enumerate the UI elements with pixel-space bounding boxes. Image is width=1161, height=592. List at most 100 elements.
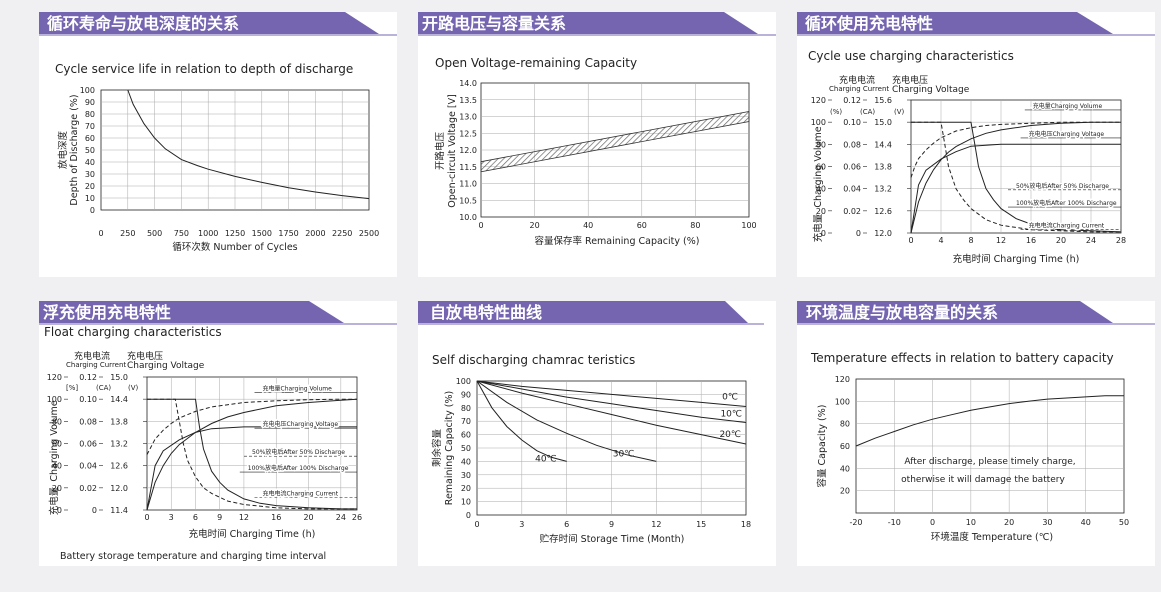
x-tick-label: 15: [696, 520, 706, 529]
panel-self-discharge: 自放电特性曲线 Self discharging chamrac teristi…: [418, 301, 776, 566]
y-tick-ca: 0.02: [843, 207, 861, 216]
unit-ca: (CA): [96, 384, 111, 392]
y-tick-ca: 0.06: [843, 163, 861, 172]
x-tick-label: 20: [303, 513, 313, 522]
y-tick-label: 100: [835, 397, 850, 406]
series-label-2: 充电电压Charging Voltage: [1029, 130, 1105, 138]
series-label-0: 充电量Charging Volume: [263, 384, 333, 392]
y-tick-label: 10.0: [459, 213, 477, 222]
y-tick-label: 0: [466, 511, 471, 520]
chart-cycle-charging: 循环使用充电特性 Cycle use charging characterist…: [797, 12, 1155, 265]
y-axis-label-cn: 放电深度: [57, 131, 69, 170]
note-line-2: otherwise it will damage the battery: [901, 475, 1065, 485]
x-tick-label: 10: [966, 518, 976, 527]
x-tick-label: 2500: [359, 229, 379, 238]
x-tick-label: -10: [888, 518, 901, 527]
header-current-en: Charging Current: [66, 361, 126, 369]
series-line-4: [476, 380, 567, 462]
y-tick-label: 80: [85, 110, 95, 119]
y-tick-label: 40: [461, 457, 471, 466]
series-line-2: [476, 380, 747, 445]
y-tick-pct: 100: [811, 118, 826, 127]
x-tick-label: 0: [144, 513, 149, 522]
x-axis-label: 循环次数 Number of Cycles: [172, 241, 297, 253]
series-line-3: [476, 380, 657, 462]
chart-self-discharge: 自放电特性曲线 Self discharging chamrac teristi…: [418, 301, 764, 545]
unit-pct: (%): [830, 108, 842, 116]
y-tick-label: 14.0: [459, 79, 477, 88]
y-tick-label: 60: [85, 134, 95, 143]
panel-cycle-life: 循环寿命与放电深度的关系 Cycle service life in relat…: [39, 12, 397, 277]
y-tick-pct: 120: [47, 373, 62, 382]
y-axis-label-cn: 充电量: [48, 486, 60, 515]
x-tick-label: 0: [908, 236, 913, 245]
panel-subtitle: Cycle service life in relation to depth …: [55, 62, 353, 76]
chart-float-charging: 浮充使用充电特性 Float charging characteristics …: [39, 301, 397, 562]
y-axis-label-cn: 剩余容量: [431, 429, 443, 468]
y-axis-label-cn: 充电量: [812, 213, 824, 242]
header-voltage-en: Charging Voltage: [892, 85, 970, 95]
y-tick-v: 14.4: [110, 395, 128, 404]
panel-float-charging: 浮充使用充电特性 Float charging characteristics …: [39, 301, 397, 566]
series-label-1: 50%放电后After 50% Discharge: [252, 448, 345, 456]
y-tick-label: 50: [461, 444, 471, 453]
series-label-4: 充电电流Charging Current: [1029, 222, 1105, 230]
y-tick-label: 13.0: [459, 113, 477, 122]
series-line-1: [146, 398, 357, 455]
panel-title: 循环使用充电特性: [805, 14, 933, 33]
panel-title: 环境温度与放电容量的关系: [806, 303, 998, 322]
y-tick-pct: 60: [816, 163, 826, 172]
unit-ca: (CA): [860, 108, 875, 116]
series-label-0: 充电量Charging Volume: [1033, 102, 1103, 110]
series-line-2: [910, 143, 1121, 234]
y-tick-label: 20: [461, 484, 471, 493]
y-axis-label-cn: 开路电压: [434, 132, 446, 171]
y-tick-pct: 0: [57, 506, 62, 515]
header-voltage-cn: 充电电压: [892, 74, 928, 86]
y-tick-label: 60: [461, 431, 471, 440]
x-tick-label: 500: [147, 229, 162, 238]
y-tick-ca: 0.12: [79, 373, 97, 382]
x-tick-label: 750: [174, 229, 189, 238]
y-tick-pct: 40: [816, 185, 826, 194]
y-axis-label-en: Charging Volume: [813, 126, 824, 207]
panel-subtitle: Cycle use charging characteristics: [808, 49, 1014, 63]
y-tick-label: 70: [461, 417, 471, 426]
panel-title: 开路电压与容量关系: [422, 14, 566, 33]
y-tick-v: 15.0: [874, 118, 892, 127]
y-tick-ca: 0: [92, 506, 97, 515]
y-axis-label-en: Depth of Discharge (%): [69, 94, 80, 205]
panel-title: 自放电特性曲线: [430, 303, 542, 322]
x-tick-label: 16: [1026, 236, 1036, 245]
panel-subtitle: Temperature effects in relation to batte…: [810, 351, 1114, 365]
y-tick-label: 12.0: [459, 146, 477, 155]
y-tick-v: 15.0: [110, 373, 128, 382]
x-tick-label: 4: [938, 236, 943, 245]
x-tick-label: 1250: [225, 229, 245, 238]
y-tick-pct: 40: [52, 462, 62, 471]
series-line-2: [146, 426, 357, 511]
series-line-1: [910, 121, 1121, 178]
series-line-dod: [127, 89, 370, 200]
y-tick-label: 20: [840, 487, 850, 496]
x-tick-label: 9: [217, 513, 222, 522]
y-tick-pct: 0: [821, 229, 826, 238]
series-label-3: 100%放电后After 100% Discharge: [248, 464, 349, 472]
y-tick-v: 13.2: [110, 440, 128, 449]
x-tick-label: 20: [1004, 518, 1014, 527]
y-tick-label: 10.5: [459, 196, 477, 205]
panel-subtitle: Float charging characteristics: [44, 325, 222, 339]
title-band: [39, 301, 344, 323]
title-band: [418, 301, 748, 323]
series-label-0: 0℃: [722, 392, 738, 402]
y-tick-pct: 80: [52, 417, 62, 426]
y-axis-label-en: Open-circuit Voltage [V]: [447, 94, 458, 208]
y-tick-label: 11.5: [459, 163, 477, 172]
header-voltage-en: Charging Voltage: [127, 361, 205, 371]
y-tick-label: 30: [461, 471, 471, 480]
series-label-1: 50%放电后After 50% Discharge: [1016, 182, 1109, 190]
y-axis-label-en: Charging Volume: [49, 400, 60, 481]
series-line-4: [147, 398, 357, 510]
series-line-3: [911, 121, 1122, 233]
x-tick-label: 6: [564, 520, 569, 529]
